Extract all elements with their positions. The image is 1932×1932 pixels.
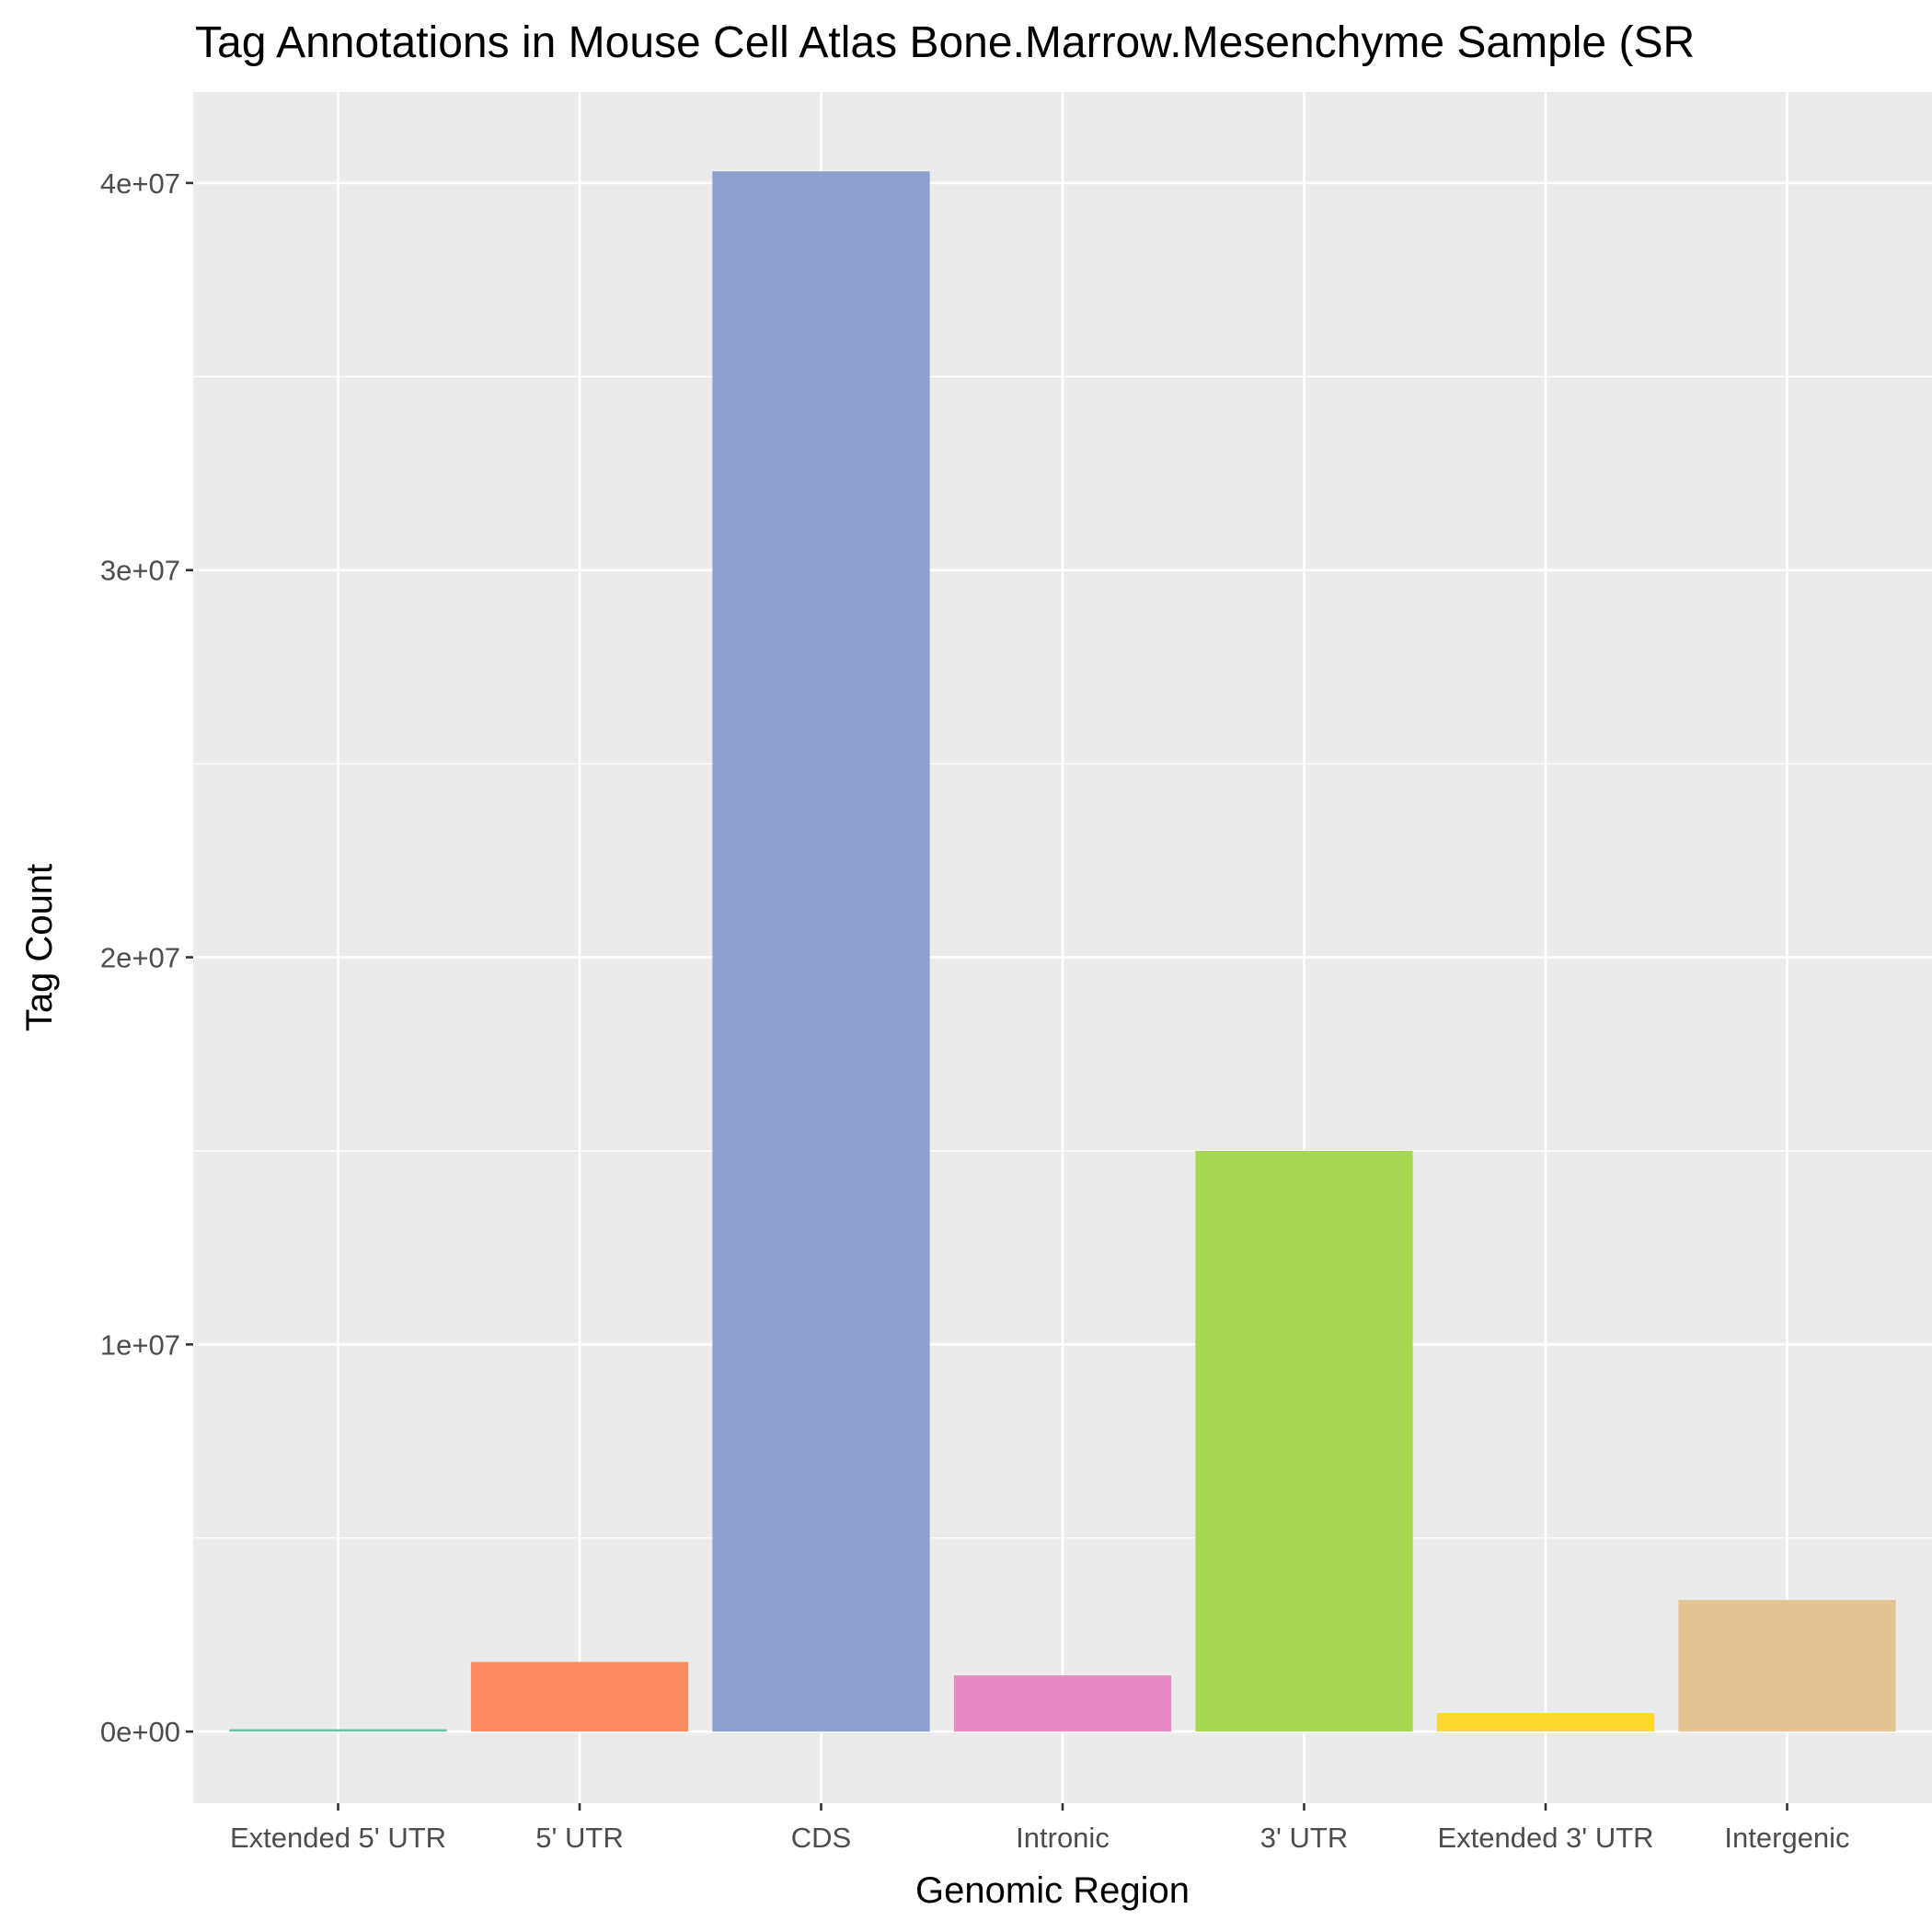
x-tick-label: Extended 3' UTR — [1437, 1822, 1653, 1854]
x-tick-label: 5' UTR — [535, 1822, 623, 1854]
y-tick-label: 4e+07 — [100, 167, 180, 200]
y-tick-label: 1e+07 — [100, 1328, 180, 1361]
x-tick-label: 3' UTR — [1260, 1822, 1348, 1854]
x-tick-label: Intergenic — [1724, 1822, 1849, 1854]
bar — [229, 1729, 447, 1732]
bar — [470, 1662, 689, 1732]
y-tick-label: 3e+07 — [100, 555, 180, 587]
x-tick-label: CDS — [791, 1822, 851, 1854]
y-axis: 0e+00 1e+07 2e+07 3e+07 4e+07 — [100, 167, 193, 1748]
x-tick-label: Extended 5' UTR — [230, 1822, 446, 1854]
chart-title: Tag Annotations in Mouse Cell Atlas Bone… — [195, 18, 1695, 67]
y-tick-label: 2e+07 — [100, 942, 180, 974]
y-axis-title: Tag Count — [19, 864, 60, 1031]
x-axis: Extended 5' UTR 5' UTR CDS Intronic 3' UTR Ex… — [230, 1803, 1850, 1854]
bar — [712, 171, 930, 1732]
bar — [1678, 1600, 1896, 1732]
bars — [229, 171, 1896, 1732]
y-tick-label: 0e+00 — [100, 1716, 180, 1748]
bar — [953, 1675, 1172, 1732]
x-tick-label: Intronic — [1016, 1822, 1110, 1854]
major-gridlines — [193, 92, 1932, 1803]
x-axis-title: Genomic Region — [915, 1870, 1190, 1911]
bar — [1195, 1150, 1413, 1732]
bar — [1436, 1712, 1655, 1732]
